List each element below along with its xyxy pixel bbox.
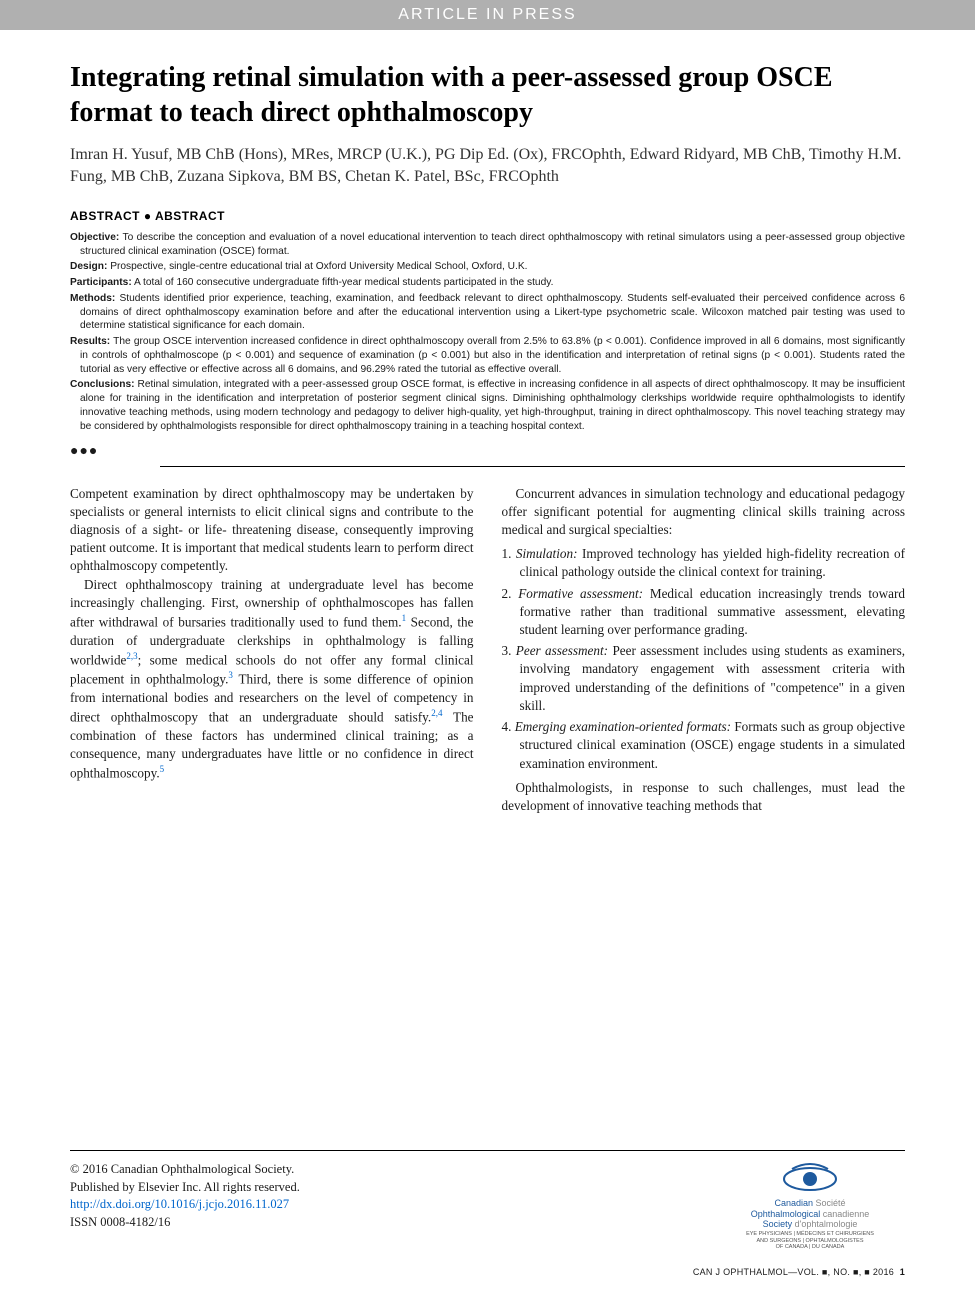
abstract-results: Results: The group OSCE intervention inc…: [70, 335, 905, 376]
citation-link[interactable]: 2,4: [431, 708, 442, 718]
list-number: 3.: [502, 643, 516, 658]
article-in-press-banner: ARTICLE IN PRESS: [0, 0, 975, 30]
abstract-text: To describe the conception and evaluatio…: [80, 232, 905, 257]
page-content: Integrating retinal simulation with a pe…: [0, 30, 975, 835]
body-paragraph: Direct ophthalmoscopy training at underg…: [70, 576, 474, 783]
list-number: 4.: [502, 719, 515, 734]
list-item-title: Formative assessment:: [518, 586, 643, 601]
abstract-text: Prospective, single-centre educational t…: [107, 261, 527, 272]
logo-en: Ophthalmological: [751, 1209, 821, 1219]
list-item-title: Peer assessment:: [516, 643, 608, 658]
author-list: Imran H. Yusuf, MB ChB (Hons), MRes, MRC…: [70, 144, 905, 189]
eye-icon: [780, 1161, 840, 1193]
logo-sub-line: AND SURGEONS | OPHTALMOLOGISTES: [715, 1238, 905, 1245]
footer-rule: [70, 1150, 905, 1151]
list-item-text: Improved technology has yielded high-fid…: [520, 546, 906, 579]
list-item-title: Simulation:: [516, 546, 578, 561]
logo-en: Society: [763, 1219, 793, 1229]
logo-fr: d'ophtalmologie: [792, 1219, 857, 1229]
citation-link[interactable]: 5: [160, 764, 165, 774]
list-number: 1.: [502, 546, 516, 561]
society-logo: Canadian Société Ophthalmological canadi…: [715, 1161, 905, 1251]
abstract-text: A total of 160 consecutive undergraduate…: [132, 277, 554, 288]
abstract-label: Participants:: [70, 277, 132, 288]
footer-publication-info: © 2016 Canadian Ophthalmological Society…: [70, 1161, 300, 1231]
running-footer: CAN J OPHTHALMOL—VOL. ■, NO. ■, ■ 2016 1: [70, 1267, 905, 1277]
article-title: Integrating retinal simulation with a pe…: [70, 60, 905, 130]
list-item: 4. Emerging examination-oriented formats…: [502, 718, 906, 773]
abstract-label: Results:: [70, 336, 110, 347]
abstract-conclusions: Conclusions: Retinal simulation, integra…: [70, 378, 905, 433]
abstract-label: Methods:: [70, 293, 115, 304]
section-separator-dots: ●●●: [70, 444, 905, 460]
abstract-label: Objective:: [70, 232, 119, 243]
horizontal-rule: [160, 466, 905, 467]
abstract-label: Design:: [70, 261, 107, 272]
list-item: 2. Formative assessment: Medical educati…: [502, 585, 906, 640]
abstract-block: Objective: To describe the conception an…: [70, 231, 905, 434]
abstract-header: ABSTRACT ● ABSTRACT: [70, 209, 905, 223]
logo-sub-line: OF CANADA | DU CANADA: [715, 1244, 905, 1251]
list-item-title: Emerging examination-oriented formats:: [515, 719, 731, 734]
publisher-line: Published by Elsevier Inc. All rights re…: [70, 1179, 300, 1197]
doi-link[interactable]: http://dx.doi.org/10.1016/j.jcjo.2016.11…: [70, 1197, 289, 1211]
citation-link[interactable]: 2,3: [126, 651, 137, 661]
abstract-objective: Objective: To describe the conception an…: [70, 231, 905, 259]
logo-subtitle: EYE PHYSICIANS | MÉDECINS ET CHIRURGIENS…: [715, 1231, 905, 1251]
body-paragraph: Competent examination by direct ophthalm…: [70, 485, 474, 576]
copyright-line: © 2016 Canadian Ophthalmological Society…: [70, 1161, 300, 1179]
logo-fr: Société: [813, 1198, 846, 1208]
numbered-list: 1. Simulation: Improved technology has y…: [502, 545, 906, 773]
logo-fr: canadienne: [820, 1209, 869, 1219]
abstract-participants: Participants: A total of 160 consecutive…: [70, 276, 905, 290]
abstract-label: Conclusions:: [70, 379, 135, 390]
logo-text: Canadian Société Ophthalmological canadi…: [715, 1198, 905, 1229]
page-number: 1: [900, 1267, 905, 1277]
logo-sub-line: EYE PHYSICIANS | MÉDECINS ET CHIRURGIENS: [715, 1231, 905, 1238]
body-paragraph: Ophthalmologists, in response to such ch…: [502, 779, 906, 815]
abstract-text: Students identified prior experience, te…: [80, 293, 905, 332]
list-item: 1. Simulation: Improved technology has y…: [502, 545, 906, 581]
abstract-methods: Methods: Students identified prior exper…: [70, 292, 905, 333]
logo-en: Canadian: [774, 1198, 813, 1208]
list-number: 2.: [502, 586, 519, 601]
journal-citation: CAN J OPHTHALMOL—VOL. ■, NO. ■, ■ 2016: [693, 1267, 894, 1277]
issn-line: ISSN 0008-4182/16: [70, 1214, 300, 1232]
body-text: Competent examination by direct ophthalm…: [70, 485, 905, 816]
abstract-text: Retinal simulation, integrated with a pe…: [80, 379, 905, 431]
body-paragraph: Concurrent advances in simulation techno…: [502, 485, 906, 540]
page-footer: © 2016 Canadian Ophthalmological Society…: [70, 1150, 905, 1277]
abstract-text: The group OSCE intervention increased co…: [80, 336, 905, 375]
abstract-design: Design: Prospective, single-centre educa…: [70, 260, 905, 274]
list-item: 3. Peer assessment: Peer assessment incl…: [502, 642, 906, 715]
